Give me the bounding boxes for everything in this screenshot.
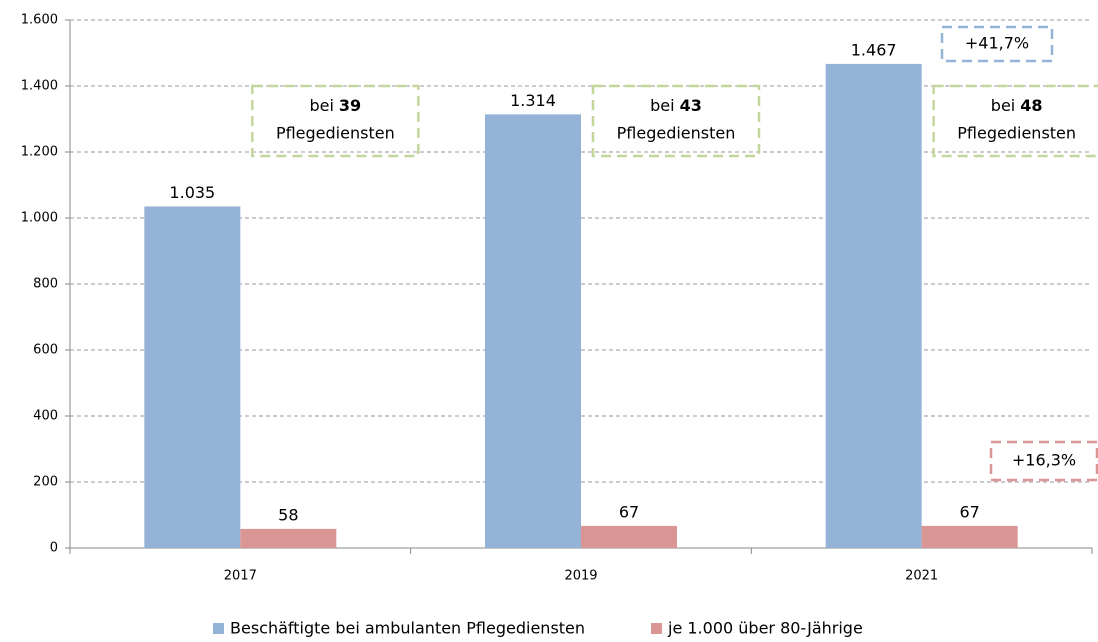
annotation-count: 48 [1020, 96, 1042, 115]
data-label: 1.314 [510, 91, 556, 110]
change-box [989, 440, 1098, 482]
annotation-prefix: bei [309, 96, 333, 115]
y-tick-label: 600 [33, 343, 58, 358]
y-tick-label: 1.200 [21, 145, 58, 160]
y-tick-label: 1.600 [21, 13, 58, 28]
x-tick-label: 2021 [905, 569, 938, 584]
bar [144, 206, 241, 548]
annotation-text: bei 39 [309, 96, 361, 115]
annotation-text: Pflegediensten [957, 124, 1076, 143]
change-label: +16,3% [1012, 451, 1076, 470]
change-label: +41,7% [965, 34, 1029, 53]
data-label: 67 [619, 502, 639, 521]
annotation-text: Pflegediensten [617, 124, 736, 143]
annotation-count: 39 [339, 96, 361, 115]
x-tick-label: 2019 [564, 569, 597, 584]
annotation-box [932, 84, 1098, 158]
x-tick-label: 2017 [224, 569, 257, 584]
annotation-box [591, 84, 761, 158]
y-tick-label: 1.000 [21, 211, 58, 226]
bar [825, 63, 922, 548]
annotation-prefix: bei [650, 96, 674, 115]
y-tick-label: 0 [50, 541, 58, 556]
annotation-text: Pflegediensten [276, 124, 395, 143]
y-tick-label: 1.400 [21, 79, 58, 94]
y-tick-label: 200 [33, 475, 58, 490]
legend-swatch [651, 623, 662, 634]
bar [240, 528, 337, 548]
annotation-box [251, 84, 420, 158]
annotation-count: 43 [680, 96, 702, 115]
data-label: 1.035 [169, 183, 215, 202]
annotation-prefix: bei [991, 96, 1015, 115]
data-label: 67 [959, 502, 979, 521]
bar [485, 114, 581, 548]
change-box [940, 25, 1054, 63]
data-label: 58 [278, 505, 298, 524]
bar [581, 525, 677, 548]
data-label: 1.467 [851, 40, 897, 59]
annotation-text: bei 48 [991, 96, 1043, 115]
annotation-text: bei 43 [650, 96, 702, 115]
y-tick-label: 800 [33, 277, 58, 292]
legend-label: Beschäftigte bei ambulanten Pflegedienst… [230, 619, 585, 638]
bar [921, 525, 1018, 548]
legend-swatch [213, 623, 224, 634]
legend-label: je 1.000 über 80-Jährige [667, 619, 863, 638]
y-tick-label: 400 [33, 409, 58, 424]
